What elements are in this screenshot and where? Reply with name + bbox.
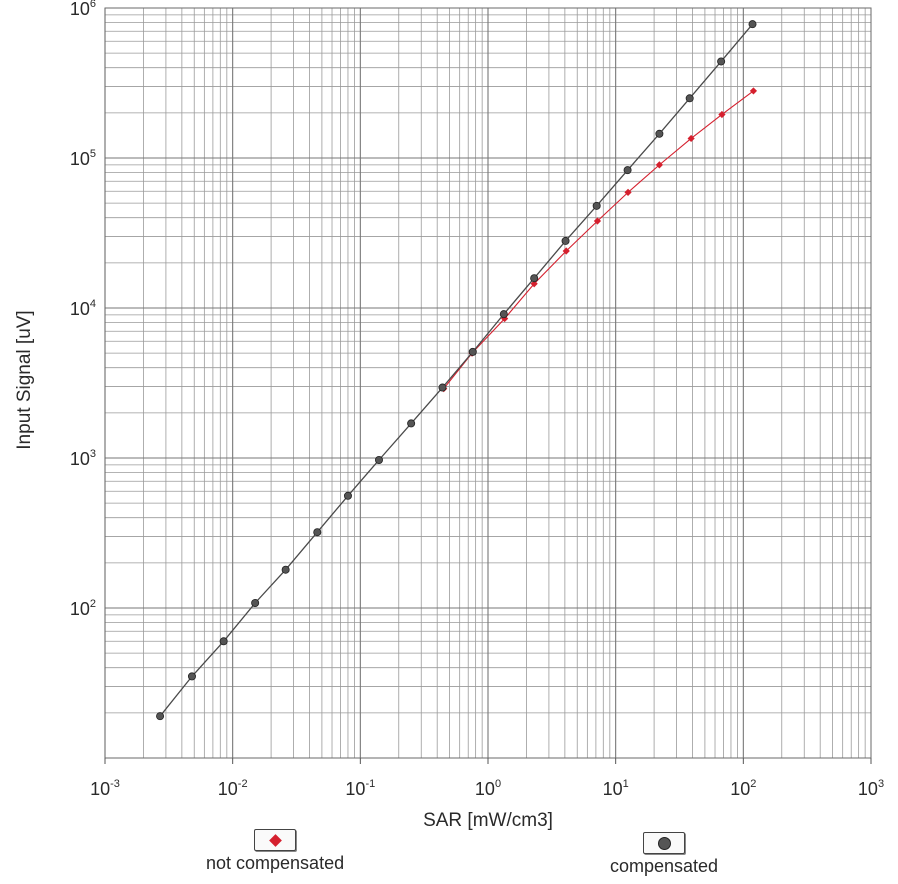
data-point-compensated xyxy=(561,236,570,245)
data-point-not-compensated xyxy=(593,217,602,225)
data-point-not-compensated xyxy=(687,134,695,143)
legend-swatch-compensated xyxy=(643,832,686,854)
y-tick-label: 105 xyxy=(70,148,96,169)
y-tick-label: 106 xyxy=(70,0,96,19)
x-tick-label: 10-3 xyxy=(90,778,120,799)
data-point-not-compensated xyxy=(562,247,570,255)
x-tick-label: 102 xyxy=(730,778,756,799)
data-point-compensated xyxy=(530,274,539,283)
y-tick-labels: 102 103 104 105 106 xyxy=(70,0,96,619)
legend-swatch-not-compensated xyxy=(254,829,297,851)
data-point-compensated xyxy=(407,419,416,428)
data-point-compensated xyxy=(281,565,290,574)
data-point-compensated xyxy=(219,637,228,646)
data-point-compensated xyxy=(499,310,508,319)
series-line-not-compensated xyxy=(443,90,754,389)
data-point-not-compensated xyxy=(530,280,538,288)
data-point-compensated xyxy=(685,94,694,103)
data-point-not-compensated xyxy=(624,188,632,196)
data-point-compensated xyxy=(655,129,664,138)
series-line-compensated xyxy=(159,23,754,717)
data-point-compensated xyxy=(374,455,383,464)
y-axis-title: Input Signal [uV] xyxy=(14,310,35,449)
x-tick-label: 103 xyxy=(858,778,884,799)
data-point-not-compensated xyxy=(749,87,758,95)
data-point-compensated xyxy=(717,57,726,66)
data-point-compensated xyxy=(156,712,165,721)
x-axis-title: SAR [mW/cm3] xyxy=(423,810,553,831)
y-tick-label: 103 xyxy=(70,448,96,469)
y-tick-label: 104 xyxy=(70,298,96,319)
series-layer xyxy=(156,20,758,721)
data-point-compensated xyxy=(623,166,632,175)
data-point-compensated xyxy=(251,598,260,607)
legend-label-not-compensated: not compensated xyxy=(206,853,345,873)
legend-compensated: compensated xyxy=(610,832,718,877)
x-tick-labels: 10-3 10-2 10-1 100 101 102 103 xyxy=(90,758,884,799)
x-tick-label: 10-2 xyxy=(218,778,248,799)
legend-not-compensated: not compensated xyxy=(206,829,344,874)
data-point-not-compensated xyxy=(655,161,663,169)
x-tick-label: 100 xyxy=(475,778,501,799)
data-point-not-compensated xyxy=(718,110,726,119)
legend-label-compensated: compensated xyxy=(610,856,719,876)
x-tick-label: 101 xyxy=(603,778,629,799)
gray-circle-icon xyxy=(657,836,671,850)
data-point-compensated xyxy=(187,672,196,681)
data-point-compensated xyxy=(468,347,477,356)
data-point-compensated xyxy=(748,20,757,29)
data-point-compensated xyxy=(343,491,352,500)
x-tick-label: 10-1 xyxy=(345,778,375,799)
data-point-compensated xyxy=(592,201,601,210)
data-point-compensated xyxy=(438,383,447,392)
red-diamond-icon xyxy=(268,833,282,847)
y-tick-label: 102 xyxy=(70,598,96,619)
data-point-compensated xyxy=(313,528,322,537)
